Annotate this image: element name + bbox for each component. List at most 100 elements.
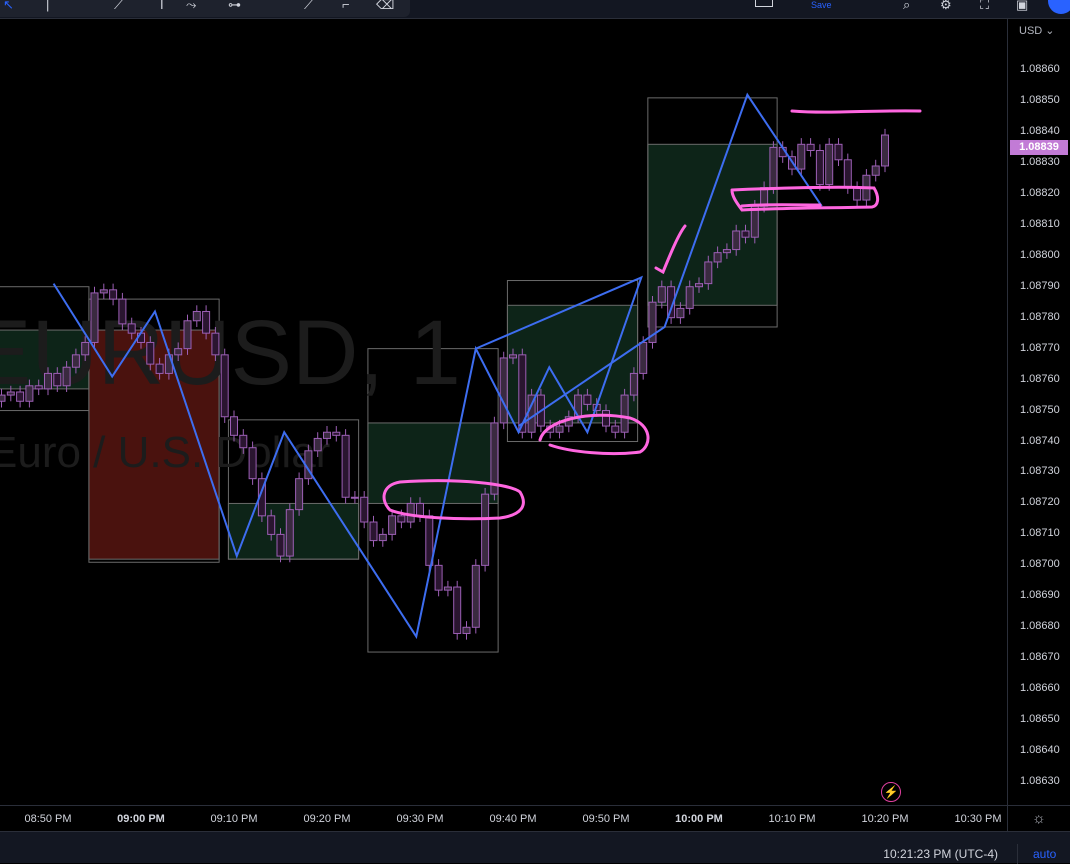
candle-body [174, 348, 183, 356]
candle-body [797, 143, 806, 170]
zigzag-line [518, 92, 823, 427]
time-label: 09:20 PM [303, 813, 351, 825]
price-axis[interactable]: USD ⌄ 1.08860 1.08850 1.08840 1.08830 1.0882… [1007, 19, 1070, 805]
candle-body [239, 434, 248, 449]
candle-body [16, 391, 25, 402]
candle-body [509, 354, 517, 359]
candle-body [443, 586, 452, 591]
layout-icon[interactable] [755, 0, 773, 7]
currency-selector[interactable]: USD ⌄ [1019, 25, 1055, 37]
drawing-tools: ↖ | ⟋ I ⤳ ⊶ ⟋ ⌐ ⌫ [0, 0, 410, 17]
price-label: 1.08760 [1020, 372, 1060, 385]
save-button[interactable]: Save [811, 0, 832, 10]
candle-body [453, 586, 462, 634]
candle-body [341, 434, 350, 498]
pen-icon[interactable]: ⌐ [342, 0, 350, 12]
currency-label: USD [1019, 25, 1043, 37]
candle-body [285, 509, 294, 557]
time-label: 08:50 PM [24, 813, 72, 825]
candle-body [471, 564, 480, 628]
price-label: 1.08650 [1020, 713, 1060, 726]
candle-body [416, 502, 424, 517]
annotation-checkmark [654, 224, 687, 275]
candle-body [118, 298, 127, 325]
price-label: 1.08710 [1020, 527, 1060, 540]
eraser-icon[interactable]: ⌫ [376, 0, 395, 12]
candle-body [360, 496, 369, 523]
time-axis[interactable]: 08:50 PM 09:00 PM 09:10 PM 09:20 PM 09:30 PM… [0, 805, 1070, 832]
candle-body [620, 394, 629, 433]
camera-icon[interactable]: ▣ [1016, 0, 1029, 12]
candle-body [34, 385, 43, 390]
candle-body [676, 307, 685, 319]
candle-body [713, 252, 722, 263]
candle-body [25, 385, 34, 402]
candle-body [267, 515, 276, 535]
lightning-icon[interactable]: ⚡ [881, 782, 901, 802]
time-label: 09:30 PM [396, 813, 444, 825]
candle-body [388, 515, 397, 535]
path-icon[interactable]: ⤳ [186, 0, 197, 12]
candle-body [871, 165, 880, 176]
candle-body [211, 332, 220, 356]
time-label: 10:30 PM [954, 813, 1002, 825]
publish-button[interactable] [1048, 0, 1070, 14]
candle-body [462, 626, 471, 634]
candle-body [44, 372, 52, 390]
annotations [382, 109, 922, 521]
time-label: 10:00 PM [675, 813, 723, 825]
trend-line-icon[interactable]: ⟋ [114, 0, 124, 12]
cursor-icon[interactable]: ↖ [3, 0, 14, 12]
clock[interactable]: 10:21:23 PM (UTC-4) [883, 847, 998, 861]
search-icon[interactable]: ⌕ [903, 0, 911, 12]
time-label: 10:20 PM [861, 813, 909, 825]
price-label: 1.08690 [1020, 589, 1060, 602]
candle-body [202, 310, 211, 334]
annotation-ellipse-1 [382, 479, 525, 521]
price-label: 1.08790 [1020, 279, 1060, 292]
candle-body [685, 286, 694, 309]
candle-body [481, 493, 490, 566]
time-label: 09:40 PM [489, 813, 537, 825]
candle-body [155, 363, 164, 374]
candle-body [518, 354, 527, 433]
annotation-ellipse-2 [538, 413, 650, 456]
green-zone [367, 422, 499, 504]
top-toolbar: ↖ | ⟋ I ⤳ ⊶ ⟋ ⌐ ⌫ Save ⌕ ⚙ ⛶ ▣ [0, 0, 1070, 19]
candle-body [109, 289, 118, 300]
chart-pane[interactable]: EURUSD, 1 Euro / U.S. Dollar [0, 19, 1007, 805]
candle-body [323, 431, 331, 439]
price-label: 1.08770 [1020, 341, 1060, 354]
price-label: 1.08780 [1020, 310, 1060, 323]
watermark-symbol: EURUSD, 1 [0, 302, 461, 404]
candle-body [183, 320, 192, 350]
fullscreen-icon[interactable]: ⛶ [980, 0, 990, 12]
candle-body [695, 283, 703, 288]
candle-body [602, 410, 610, 427]
price-label: 1.08850 [1020, 93, 1060, 106]
range-box [88, 298, 220, 563]
price-label: 1.08820 [1020, 186, 1060, 199]
candle-body [583, 394, 592, 405]
candle-body [881, 134, 889, 167]
text-cursor-icon[interactable]: I [160, 0, 164, 12]
candle-body [499, 357, 508, 424]
measure-icon[interactable]: ⊶ [228, 0, 241, 12]
vertical-line-icon[interactable]: | [46, 0, 50, 12]
candle-body [732, 230, 741, 251]
candle-body [843, 159, 852, 189]
price-label: 1.08750 [1020, 403, 1060, 416]
brush-icon[interactable]: ⟋ [304, 0, 314, 12]
range-box [647, 97, 778, 328]
price-label: 1.08740 [1020, 434, 1060, 447]
candle-body [81, 341, 90, 356]
candle-body [220, 354, 229, 418]
time-label: 09:10 PM [210, 813, 258, 825]
candle-body [62, 366, 71, 387]
gear-icon[interactable]: ⚙ [940, 0, 952, 12]
annotation-line [790, 109, 922, 114]
settings-icon[interactable]: ☼ [1032, 810, 1046, 827]
price-label: 1.08660 [1020, 682, 1060, 695]
auto-scale-button[interactable]: auto [1033, 847, 1057, 861]
price-label: 1.08630 [1020, 775, 1060, 788]
